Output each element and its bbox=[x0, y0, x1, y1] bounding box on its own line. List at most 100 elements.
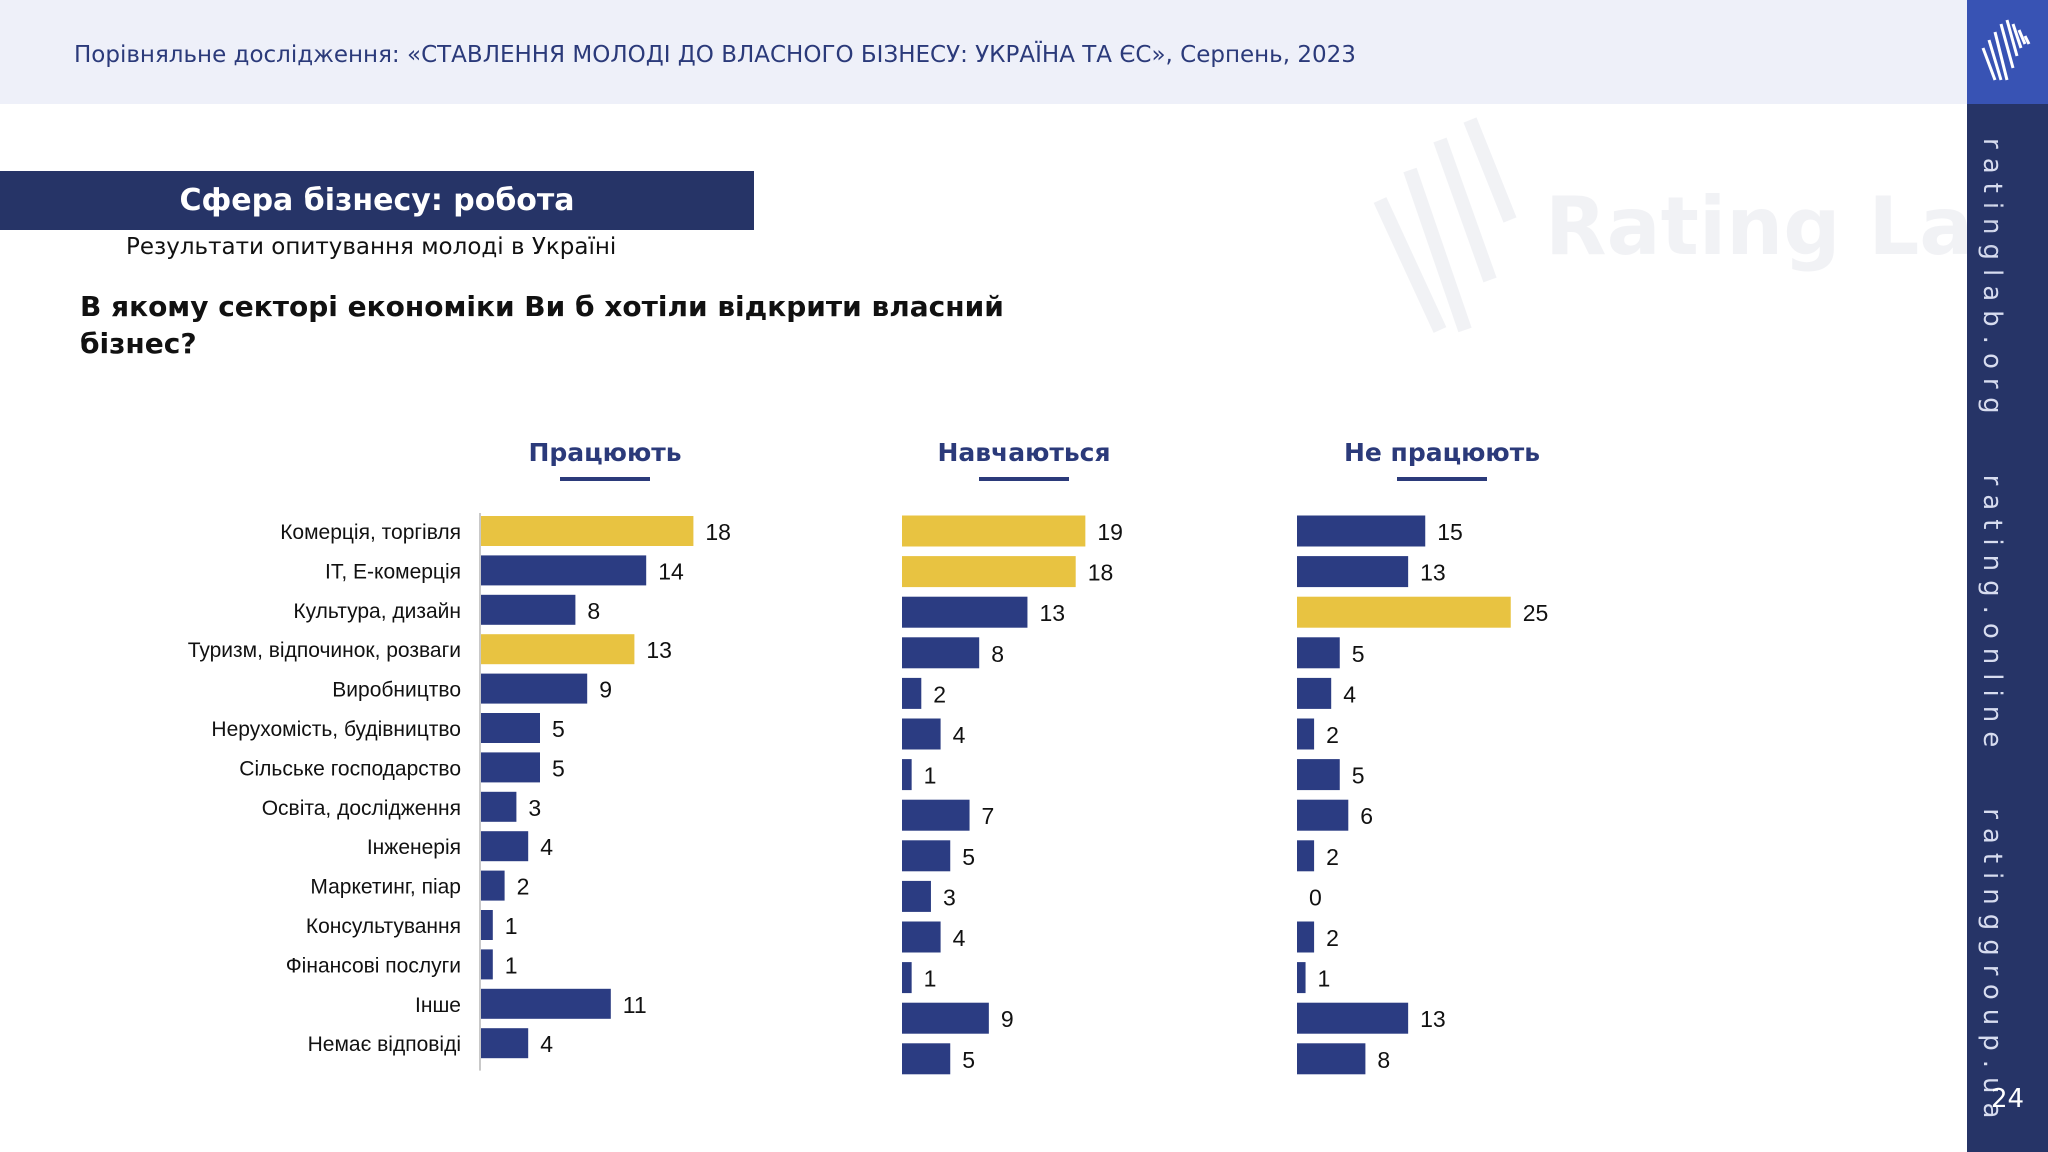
data-label: 2 bbox=[517, 874, 530, 900]
bar bbox=[1297, 677, 1332, 709]
bar bbox=[481, 791, 517, 822]
bar bbox=[902, 840, 951, 872]
bar bbox=[1297, 921, 1315, 953]
data-label: 13 bbox=[1039, 600, 1065, 626]
data-label: 13 bbox=[646, 637, 672, 663]
data-label: 3 bbox=[528, 795, 541, 821]
bar bbox=[1297, 556, 1409, 588]
bar bbox=[1297, 637, 1340, 669]
data-label: 7 bbox=[982, 803, 995, 829]
bar bbox=[481, 752, 540, 783]
bar bbox=[902, 921, 941, 953]
category-label: Немає відповіді bbox=[308, 1033, 461, 1056]
data-label: 2 bbox=[933, 681, 946, 707]
bar bbox=[1297, 840, 1315, 872]
bar bbox=[481, 634, 635, 665]
data-label: 9 bbox=[599, 677, 612, 703]
bar bbox=[902, 799, 970, 831]
data-label: 4 bbox=[540, 1031, 553, 1057]
category-label: Сільське господарство bbox=[239, 757, 461, 780]
data-label: 18 bbox=[705, 519, 731, 545]
bar bbox=[1297, 718, 1315, 750]
category-label: Нерухомість, будівництво bbox=[211, 718, 461, 741]
data-label: 13 bbox=[1420, 1006, 1446, 1032]
data-label: 1 bbox=[505, 952, 518, 978]
category-label: Комерція, торгівля bbox=[280, 521, 461, 544]
data-label: 3 bbox=[943, 884, 956, 910]
data-label: 5 bbox=[962, 1047, 975, 1073]
bar bbox=[1297, 1043, 1366, 1075]
data-label: 5 bbox=[1352, 763, 1365, 789]
data-label: 6 bbox=[1360, 803, 1373, 829]
slide-title: Сфера бізнесу: робота bbox=[179, 183, 575, 218]
series-header: Навчаються bbox=[937, 438, 1110, 467]
bar bbox=[1297, 759, 1340, 791]
bar bbox=[902, 962, 912, 994]
category-label: Виробництво bbox=[332, 679, 461, 702]
data-label: 25 bbox=[1523, 600, 1549, 626]
bar bbox=[481, 1028, 529, 1059]
top-header-bar: Порівняльне дослідження: «СТАВЛЕННЯ МОЛО… bbox=[0, 0, 1967, 104]
data-label: 5 bbox=[552, 755, 565, 781]
bar bbox=[902, 718, 941, 750]
bar bbox=[481, 988, 611, 1019]
data-label: 5 bbox=[962, 844, 975, 870]
bar bbox=[481, 516, 694, 546]
category-label: Інженерія bbox=[367, 836, 461, 859]
study-header-text: Порівняльне дослідження: «СТАВЛЕННЯ МОЛО… bbox=[74, 42, 1356, 68]
data-label: 8 bbox=[1377, 1047, 1390, 1073]
data-label: 5 bbox=[1352, 641, 1365, 667]
watermark-text: Rating Lab bbox=[1545, 180, 2031, 273]
bar bbox=[481, 555, 647, 586]
bar bbox=[902, 556, 1076, 588]
link-ratinggroup[interactable]: ratinggroup.ua bbox=[1977, 808, 2007, 1128]
data-label: 15 bbox=[1437, 519, 1463, 545]
category-label: Фінансові послуги bbox=[286, 954, 461, 977]
bar bbox=[902, 637, 980, 669]
data-label: 13 bbox=[1420, 560, 1446, 586]
slide-title-band: Сфера бізнесу: робота bbox=[0, 171, 754, 230]
bar bbox=[902, 1043, 951, 1075]
sidebar-links-text: ratinglab.orgrating.onlineratinggroup.ua bbox=[1977, 138, 2007, 1127]
bar bbox=[902, 596, 1028, 628]
data-label: 1 bbox=[1318, 966, 1331, 992]
category-label: Інше bbox=[415, 994, 461, 1017]
page-number: 24 bbox=[1990, 1084, 2025, 1114]
series-header-underline bbox=[1397, 477, 1487, 481]
category-label: Туризм, відпочинок, розваги bbox=[188, 639, 461, 662]
data-label: 0 bbox=[1309, 884, 1322, 910]
link-rating-online[interactable]: rating.online bbox=[1977, 474, 2007, 757]
category-label: Маркетинг, піар bbox=[310, 876, 461, 899]
series-header-underline bbox=[979, 477, 1069, 481]
bar bbox=[902, 677, 922, 709]
data-label: 4 bbox=[953, 722, 966, 748]
data-label: 9 bbox=[1001, 1006, 1014, 1032]
data-label: 5 bbox=[552, 716, 565, 742]
bar bbox=[481, 870, 505, 901]
bar bbox=[902, 759, 912, 791]
bar bbox=[481, 713, 540, 743]
data-label: 2 bbox=[1326, 844, 1339, 870]
bar bbox=[1297, 1002, 1409, 1034]
rating-logo-icon bbox=[1981, 19, 2031, 81]
bar bbox=[1297, 799, 1349, 831]
data-label: 2 bbox=[1326, 925, 1339, 951]
category-label: Культура, дизайн bbox=[293, 600, 461, 623]
data-label: 11 bbox=[623, 992, 647, 1018]
bar bbox=[1297, 962, 1306, 994]
category-label: Консультування bbox=[306, 915, 461, 938]
data-label: 8 bbox=[587, 598, 600, 624]
bar bbox=[481, 831, 529, 862]
bar bbox=[902, 515, 1086, 547]
watermark-logo-icon bbox=[1373, 117, 1517, 333]
data-label: 4 bbox=[1343, 681, 1356, 707]
right-sidebar: ratinglab.orgrating.onlineratinggroup.ua… bbox=[1967, 0, 2048, 1152]
series-header: Не працюють bbox=[1344, 438, 1540, 467]
brand-logo bbox=[1967, 0, 2048, 104]
data-label: 1 bbox=[505, 913, 518, 939]
category-label: Освіта, дослідження bbox=[262, 797, 461, 820]
watermark: Rating Lab bbox=[1370, 110, 2031, 350]
bar bbox=[902, 880, 931, 912]
bar bbox=[1297, 515, 1426, 547]
slide-subtitle: Результати опитування молоді в Україні bbox=[126, 234, 617, 260]
